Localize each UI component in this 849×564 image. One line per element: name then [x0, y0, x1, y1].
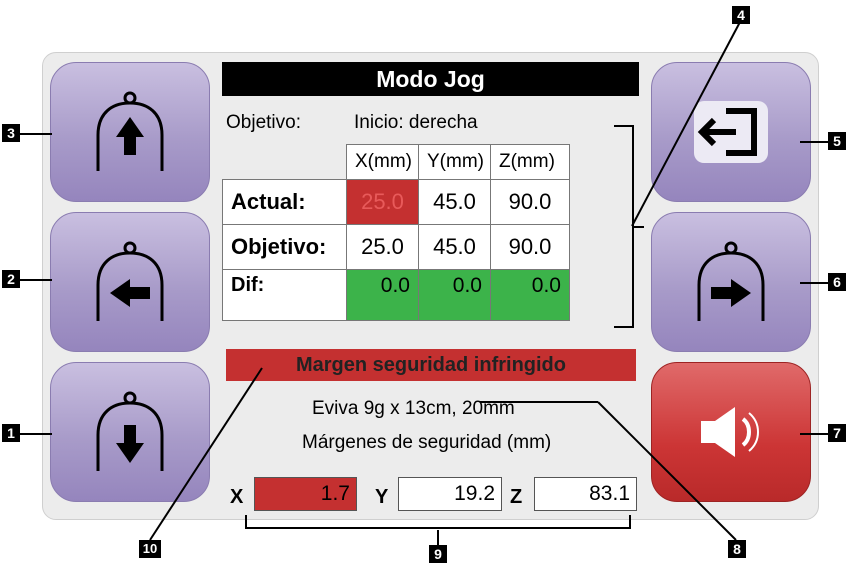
objective-value: Inicio: derecha [354, 112, 478, 133]
header-y: Y(mm) [418, 144, 491, 180]
callout-4-line [634, 226, 644, 228]
alarm-button[interactable] [651, 362, 811, 502]
safety-warning: Margen seguridad infringido [226, 349, 636, 381]
actual-x: 25.0 [346, 179, 419, 225]
jog-right-button[interactable] [651, 212, 811, 352]
margin-y-value: 19.2 [398, 477, 502, 511]
row-objective-label: Objetivo: [222, 224, 347, 270]
callout-1: 1 [2, 424, 20, 442]
margins-title: Márgenes de seguridad (mm) [302, 432, 552, 453]
diff-z: 0.0 [490, 269, 570, 321]
callout-2: 2 [2, 270, 20, 288]
margins-bracket [245, 515, 631, 529]
actual-z: 90.0 [490, 179, 570, 225]
arrow-right-icon [695, 241, 767, 323]
callout-4: 4 [732, 6, 750, 24]
page-title: Modo Jog [222, 62, 639, 96]
arrow-left-icon [94, 241, 166, 323]
jog-left-button[interactable] [50, 212, 210, 352]
callout-9: 9 [429, 545, 447, 563]
objective-y: 45.0 [418, 224, 491, 270]
jog-up-button[interactable] [50, 62, 210, 202]
row-diff-label: Dif: [222, 269, 347, 321]
header-z: Z(mm) [490, 144, 570, 180]
margin-x-label: X [230, 486, 244, 508]
objective-label: Objetivo: [226, 112, 301, 133]
jog-down-button[interactable] [50, 362, 210, 502]
callout-10: 10 [139, 540, 161, 558]
speaker-icon [701, 407, 759, 457]
table-bracket [614, 125, 634, 328]
paddle-info: Eviva 9g x 13cm, 20mm [312, 398, 515, 419]
margin-y-label: Y [375, 486, 389, 508]
exit-button[interactable] [651, 62, 811, 202]
callout-7: 7 [828, 424, 846, 442]
callout-5: 5 [828, 132, 846, 150]
margin-z-value: 83.1 [534, 477, 637, 511]
callout-8: 8 [728, 540, 746, 558]
objective-z: 90.0 [490, 224, 570, 270]
arrow-down-icon [94, 391, 166, 473]
diff-y: 0.0 [418, 269, 491, 321]
header-x: X(mm) [346, 144, 419, 180]
callout-6: 6 [828, 273, 846, 291]
arrow-up-icon [94, 91, 166, 173]
objective-x: 25.0 [346, 224, 419, 270]
margin-x-value: 1.7 [254, 477, 357, 511]
margin-z-label: Z [510, 486, 523, 508]
callout-3: 3 [2, 124, 20, 142]
exit-icon [694, 101, 768, 163]
